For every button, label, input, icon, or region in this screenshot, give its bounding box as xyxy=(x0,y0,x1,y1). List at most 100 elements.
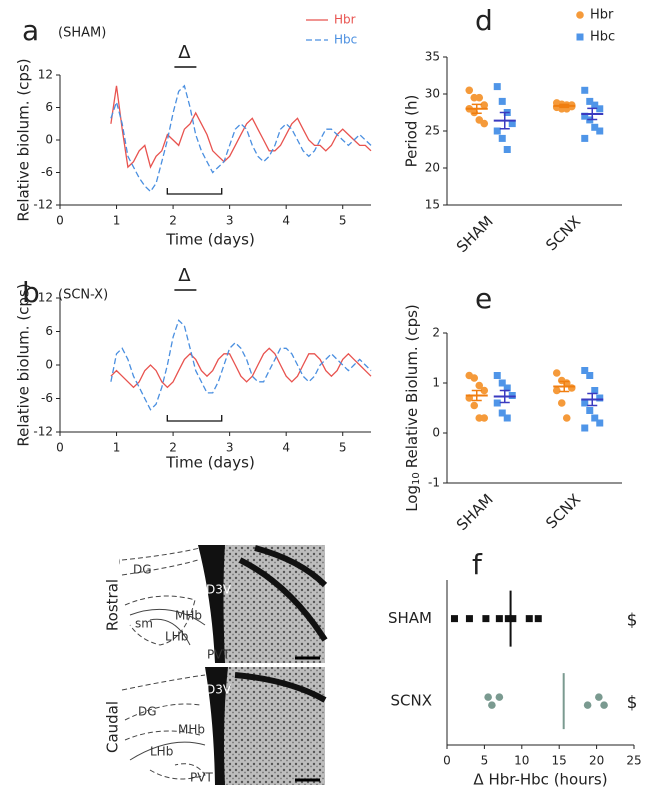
error-bar xyxy=(471,103,482,114)
subtitle: (SCN-X) xyxy=(58,288,108,303)
panel-letter: d xyxy=(475,4,493,37)
region-label: D3V xyxy=(206,583,232,597)
point xyxy=(470,401,479,410)
y-tick-label: -12 xyxy=(33,198,53,212)
micrograph xyxy=(215,667,325,785)
panel-letter: f xyxy=(472,548,483,581)
point xyxy=(567,384,576,392)
error-bar xyxy=(559,103,570,109)
point xyxy=(498,134,506,142)
point xyxy=(482,615,490,623)
panel-letter: a xyxy=(22,14,39,47)
point xyxy=(591,101,599,109)
point xyxy=(504,615,512,623)
point xyxy=(508,120,516,128)
point xyxy=(586,97,594,105)
outline xyxy=(129,608,206,646)
point xyxy=(503,146,511,153)
point xyxy=(498,97,506,105)
x-tick-label: 5 xyxy=(339,441,347,455)
x-tick-label: SCNX xyxy=(542,212,584,254)
point xyxy=(465,86,474,95)
point xyxy=(596,394,604,402)
point xyxy=(503,414,511,422)
x-axis-label: Time (days) xyxy=(165,231,255,249)
y-tick-label: -6 xyxy=(41,165,53,179)
x-tick-label: 20 xyxy=(589,754,604,768)
x-tick-label: SCNX xyxy=(542,490,584,532)
x-tick-label: 1 xyxy=(113,214,121,228)
bracket xyxy=(166,188,223,195)
y-tick-label: 6 xyxy=(45,100,53,114)
region-label: LHb xyxy=(165,630,188,644)
point xyxy=(450,615,458,623)
annotation: Δ xyxy=(178,42,191,63)
error-bar xyxy=(559,380,570,393)
legend-label: Hbc xyxy=(590,30,615,45)
error-bar xyxy=(499,389,510,404)
point xyxy=(581,86,589,94)
point xyxy=(586,407,594,414)
x-tick-label: 3 xyxy=(226,214,234,228)
point xyxy=(484,693,492,701)
point xyxy=(503,384,511,392)
point xyxy=(509,615,517,623)
y-tick-label: 25 xyxy=(425,124,440,138)
y-tick-label: 1 xyxy=(432,376,440,390)
section-label: Caudal xyxy=(104,701,122,753)
point xyxy=(493,83,501,91)
region-label: MHb xyxy=(178,723,205,737)
y-axis-label: Relative biolum. (cps) xyxy=(15,283,33,446)
point xyxy=(600,701,608,709)
panel-letter: e xyxy=(475,282,492,315)
point xyxy=(480,386,489,395)
point xyxy=(493,372,501,379)
y-label-text: Relative Biolum. (cps) xyxy=(403,304,421,468)
x-axis-label: Δ Hbr-Hbc (hours) xyxy=(473,771,607,787)
point xyxy=(465,615,473,623)
y-tick-label: 15 xyxy=(425,198,440,212)
y-tick-label: SHAM xyxy=(388,609,432,627)
region-label: DG xyxy=(138,705,157,719)
y-tick-label: 20 xyxy=(425,161,440,175)
x-tick-label: 5 xyxy=(339,214,347,228)
point xyxy=(534,615,542,623)
point xyxy=(583,701,592,709)
legend-label: Hbr xyxy=(590,8,614,23)
point xyxy=(557,399,566,407)
x-tick-label: 0 xyxy=(56,214,64,228)
line-series xyxy=(110,319,372,411)
x-tick-label: 0 xyxy=(56,441,64,455)
error-bar xyxy=(587,107,598,121)
x-tick-label: 10 xyxy=(514,754,529,768)
x-tick-label: 3 xyxy=(226,441,234,455)
point xyxy=(581,367,589,374)
histology-panel: c Rostral DG D3V sm MHb LHb PVT Caudal D… xyxy=(104,543,328,785)
legend-label: Hbc xyxy=(334,33,357,47)
legend-label: Hbr xyxy=(334,13,356,27)
x-tick-label: SHAM xyxy=(453,490,497,534)
y-tick-label: 0 xyxy=(432,426,440,440)
point xyxy=(480,414,489,422)
rostral-section: Rostral DG D3V sm MHb LHb PVT xyxy=(104,545,328,663)
point xyxy=(480,101,489,109)
micrograph xyxy=(215,545,325,663)
y-tick-label: -12 xyxy=(33,425,53,439)
ventricle xyxy=(205,667,228,785)
y-tick-label: 6 xyxy=(45,324,53,338)
point xyxy=(596,127,604,135)
point xyxy=(495,615,503,623)
x-tick-label: 4 xyxy=(282,441,290,455)
significance: $ xyxy=(627,693,638,713)
point xyxy=(562,414,571,422)
y-tick-label: 12 xyxy=(38,68,53,82)
error-bar xyxy=(587,392,598,407)
x-tick-label: SHAM xyxy=(453,212,497,256)
y-tick-label: 35 xyxy=(425,50,440,64)
region-label: PVT xyxy=(207,648,230,662)
y-tick-label: 30 xyxy=(425,87,440,101)
point xyxy=(586,372,594,379)
region-label: D3V xyxy=(206,683,232,697)
y-tick-label: SCNX xyxy=(391,692,433,710)
point xyxy=(498,409,506,417)
